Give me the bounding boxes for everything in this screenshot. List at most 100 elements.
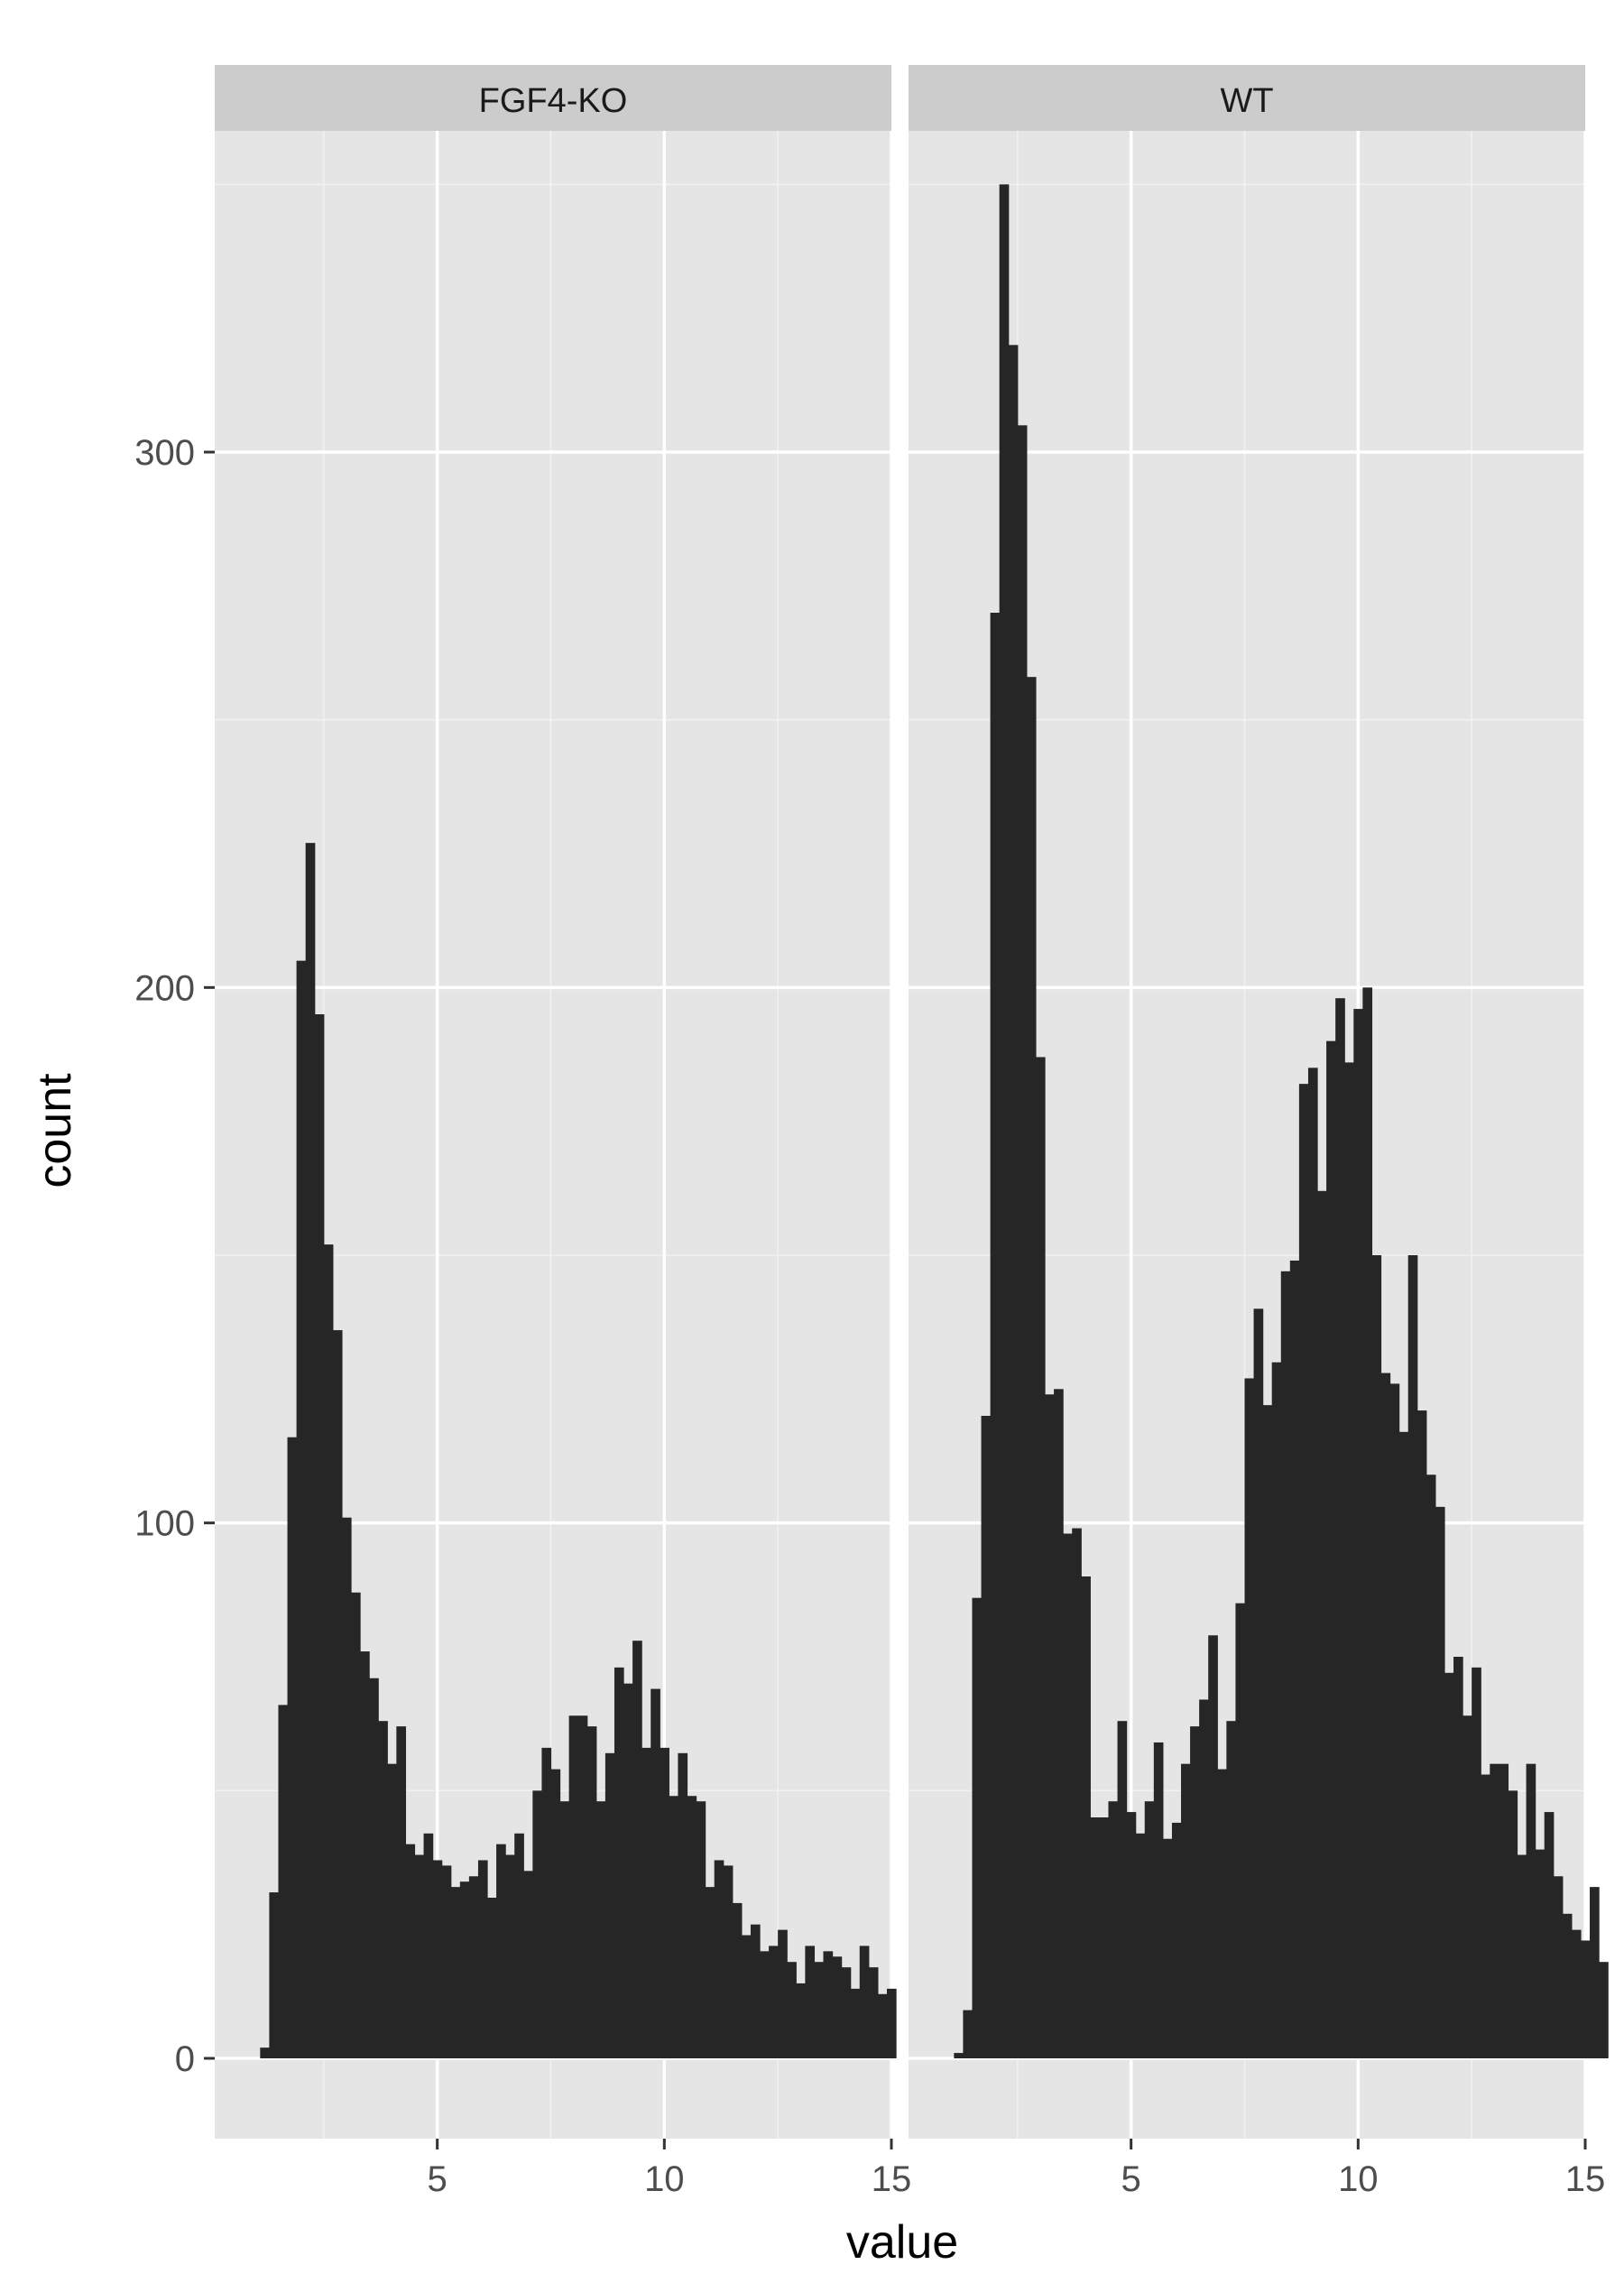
histogram-bar bbox=[1580, 1940, 1591, 2058]
histogram-bar bbox=[1135, 1833, 1146, 2058]
histogram-bar bbox=[723, 1865, 734, 2058]
histogram-bar bbox=[1298, 1084, 1309, 2058]
histogram-bar bbox=[1045, 1394, 1055, 2058]
y-axis-title: count bbox=[29, 1073, 81, 1188]
histogram-bar bbox=[514, 1833, 524, 2058]
histogram-bar bbox=[1307, 1068, 1318, 2058]
histogram-bar bbox=[787, 1962, 797, 2058]
histogram-bar bbox=[1054, 1389, 1064, 2058]
histogram-bar bbox=[981, 1416, 992, 2058]
histogram-bar bbox=[623, 1683, 633, 2058]
histogram-bar bbox=[396, 1726, 407, 2058]
histogram-bar bbox=[487, 1898, 497, 2058]
histogram-bar bbox=[877, 1993, 888, 2058]
histogram-bar bbox=[1544, 1812, 1555, 2058]
histogram-bar bbox=[1162, 1838, 1173, 2058]
histogram-bar bbox=[669, 1796, 679, 2058]
histogram-bar bbox=[541, 1747, 552, 2058]
histogram-bar bbox=[287, 1437, 298, 2058]
histogram-bar bbox=[1526, 1763, 1536, 2058]
histogram-bar bbox=[1317, 1190, 1327, 2058]
histogram-bar bbox=[1171, 1822, 1182, 2058]
histogram-bar bbox=[1090, 1817, 1101, 2058]
histogram-bar bbox=[1208, 1635, 1218, 2058]
histogram-bar bbox=[769, 1946, 779, 2058]
histogram-bar bbox=[1190, 1726, 1200, 2058]
histogram-bar bbox=[1008, 345, 1019, 2058]
histogram-bar bbox=[1072, 1528, 1082, 2058]
histogram-bar bbox=[1099, 1817, 1110, 2058]
histogram-bar bbox=[850, 1988, 861, 2058]
histogram-bar bbox=[868, 1967, 879, 2058]
histogram-bar bbox=[760, 1951, 770, 2058]
histogram-bar bbox=[1599, 1962, 1609, 2058]
x-tick-label: 10 bbox=[1338, 2159, 1379, 2199]
histogram-bar bbox=[696, 1801, 706, 2058]
histogram-bar bbox=[305, 843, 316, 2059]
histogram-bar bbox=[678, 1752, 688, 2058]
histogram-bar bbox=[687, 1796, 697, 2058]
histogram-bar bbox=[1463, 1715, 1472, 2058]
histogram-bar bbox=[705, 1887, 715, 2058]
y-tick-label: 200 bbox=[134, 968, 195, 1008]
histogram-bar bbox=[1017, 425, 1028, 2058]
y-tick-label: 300 bbox=[134, 433, 195, 473]
histogram-bar bbox=[990, 613, 1001, 2058]
histogram-bar bbox=[1144, 1801, 1155, 2058]
histogram-bar bbox=[1371, 1255, 1382, 2058]
histogram-bar bbox=[532, 1790, 543, 2058]
histogram-bar bbox=[1063, 1533, 1073, 2058]
histogram-bar bbox=[1235, 1603, 1246, 2058]
histogram-bar bbox=[660, 1747, 669, 2058]
x-tick-label: 15 bbox=[1565, 2159, 1606, 2199]
histogram-bar bbox=[1535, 1849, 1546, 2058]
histogram-bar bbox=[1326, 1040, 1336, 2058]
facet-strip-label: WT bbox=[1220, 82, 1273, 120]
histogram-bar bbox=[1153, 1742, 1164, 2058]
histogram-bar bbox=[1407, 1255, 1418, 2058]
x-tick-label: 5 bbox=[428, 2159, 448, 2199]
histogram-bar bbox=[1035, 1057, 1046, 2058]
x-tick-label: 10 bbox=[644, 2159, 685, 2199]
histogram-bar bbox=[432, 1860, 443, 2058]
histogram-bar bbox=[1472, 1667, 1481, 2058]
histogram-bar bbox=[1289, 1260, 1300, 2058]
histogram-bar bbox=[505, 1854, 515, 2058]
histogram-bar bbox=[1280, 1271, 1291, 2058]
histogram-bar bbox=[1553, 1876, 1564, 2058]
histogram-bar bbox=[972, 1597, 983, 2058]
histogram-bar bbox=[1426, 1474, 1436, 2058]
histogram-bar bbox=[1481, 1774, 1490, 2058]
facet-strip-0 bbox=[215, 65, 891, 131]
histogram-bar bbox=[963, 2010, 973, 2058]
histogram-bar bbox=[423, 1833, 434, 2058]
histogram-bar bbox=[1226, 1721, 1237, 2058]
histogram-bar bbox=[632, 1641, 642, 2058]
histogram-bar bbox=[859, 1946, 870, 2058]
histogram-bar bbox=[559, 1801, 570, 2058]
histogram-bar bbox=[568, 1715, 579, 2058]
histogram-bar bbox=[1416, 1410, 1427, 2058]
histogram-bar bbox=[441, 1865, 452, 2058]
histogram-bar bbox=[1253, 1308, 1264, 2058]
histogram-bar bbox=[714, 1860, 724, 2058]
histogram-bar bbox=[1117, 1721, 1128, 2058]
histogram-bar bbox=[523, 1871, 533, 2058]
histogram-bar bbox=[651, 1688, 660, 2058]
histogram-bar bbox=[260, 2048, 271, 2058]
histogram-bar bbox=[1026, 677, 1037, 2059]
histogram-bar bbox=[954, 2053, 964, 2058]
histogram-bar bbox=[1508, 1790, 1518, 2058]
y-tick-label: 0 bbox=[175, 2039, 195, 2079]
histogram-bar bbox=[351, 1592, 361, 2058]
x-axis-title: value bbox=[846, 2216, 958, 2269]
histogram-bar bbox=[1271, 1362, 1282, 2058]
facet-strip-1 bbox=[909, 65, 1585, 131]
histogram-bar bbox=[278, 1705, 289, 2058]
histogram-bar bbox=[296, 960, 307, 2058]
histogram-bar bbox=[741, 1935, 752, 2058]
histogram-bar bbox=[1126, 1812, 1137, 2058]
histogram-bar bbox=[1108, 1801, 1119, 2058]
histogram-bar bbox=[1517, 1854, 1527, 2058]
histogram-bar bbox=[577, 1715, 588, 2058]
